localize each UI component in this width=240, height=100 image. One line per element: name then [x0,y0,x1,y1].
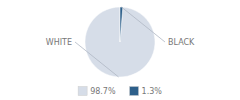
legend-swatch [130,87,139,96]
legend-label: 1.3% [142,87,163,96]
pie [85,7,155,77]
legend-label: 98.7% [90,87,116,96]
leader-line [75,42,119,77]
legend: 98.7% 1.3% [78,87,162,96]
leader-line [121,7,165,42]
slice-label: WHITE [46,38,72,47]
chart: WHITE BLACK 98.7% 1.3% [0,0,240,100]
chart-container: WHITE BLACK 98.7% 1.3% [0,0,240,100]
slice-label: BLACK [168,38,195,47]
pie-slice [85,7,155,77]
pie-slice [120,7,123,42]
legend-swatch [78,87,87,96]
pie-labels: WHITE BLACK [46,7,195,77]
